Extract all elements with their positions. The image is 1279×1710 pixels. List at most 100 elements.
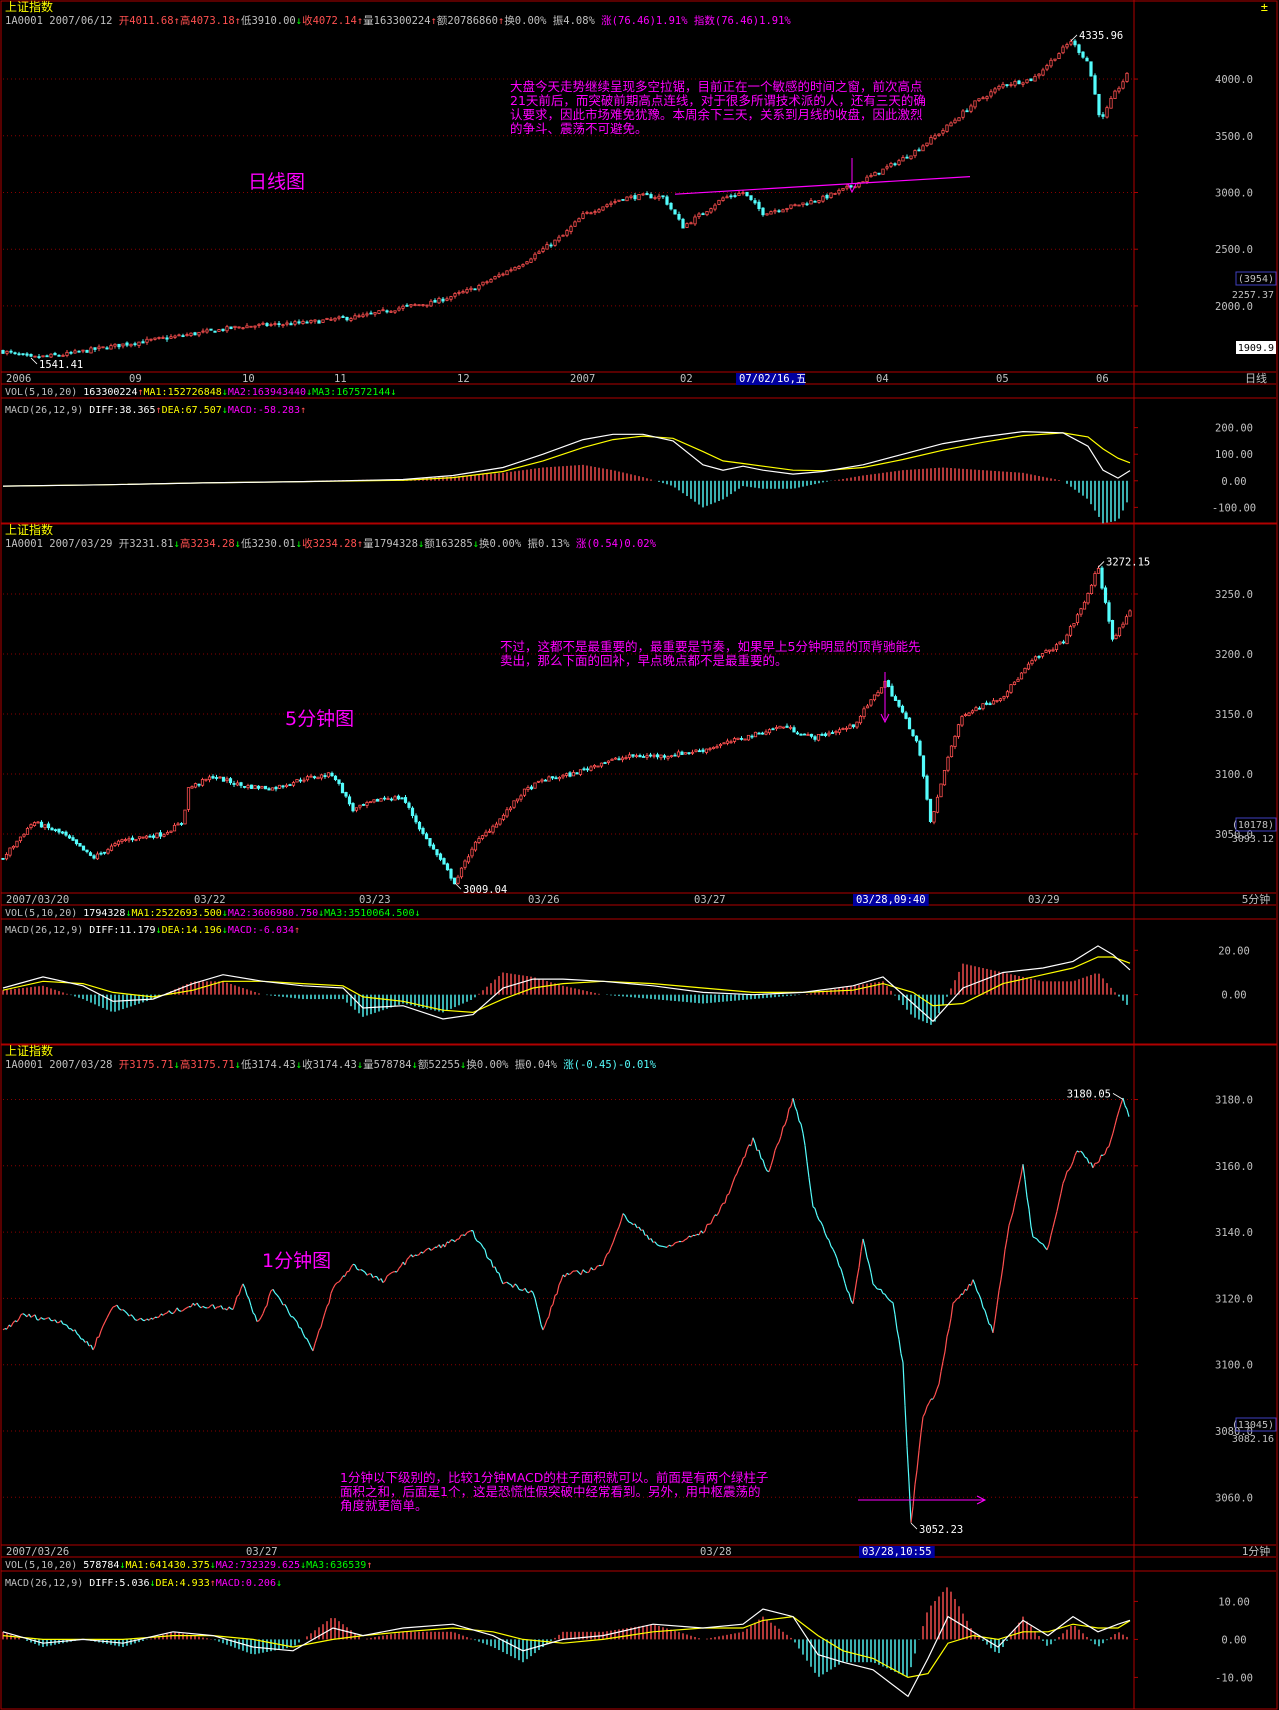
candle-body	[480, 835, 485, 839]
macd-info-field: MACD:0.206	[216, 1578, 276, 1589]
candle-body	[545, 244, 549, 250]
price-line-segment	[868, 1263, 872, 1273]
price-line-segment	[840, 1268, 844, 1277]
candle-body	[1061, 641, 1066, 644]
price-line-segment	[934, 1388, 938, 1396]
right-label-box	[1235, 1417, 1277, 1432]
price-line-segment	[950, 1303, 954, 1319]
price-line-segment	[824, 1232, 828, 1239]
y-tick-label: 3180.0	[1215, 1095, 1253, 1107]
candle-body	[129, 343, 133, 347]
volume-info-field: ↓	[222, 908, 228, 919]
candle-body	[897, 160, 901, 165]
price-line-segment	[740, 1158, 744, 1166]
candle-body	[102, 851, 107, 854]
candle-body	[1081, 51, 1085, 58]
candle-body	[661, 195, 665, 198]
candle-body	[1105, 107, 1109, 118]
candle-body	[904, 712, 908, 719]
candle-body	[489, 279, 493, 283]
candle-body	[1086, 593, 1090, 604]
price-line-segment	[912, 1484, 916, 1507]
candle-body	[498, 818, 502, 825]
y-tick-label: 3060.0	[1215, 1492, 1253, 1504]
price-line-segment	[926, 1402, 930, 1407]
candle-body	[802, 733, 807, 736]
price-line-segment	[430, 1248, 434, 1251]
candle-body	[1125, 72, 1129, 82]
quote-field: 换0.00%	[479, 537, 522, 550]
candle-body	[575, 772, 579, 775]
candle-body	[113, 843, 117, 846]
candle-body	[453, 293, 457, 297]
candle-body	[50, 827, 54, 831]
candle-body	[109, 345, 113, 350]
candle-body	[705, 211, 709, 216]
candle-body	[293, 321, 297, 325]
candle-body	[799, 733, 803, 736]
x-tick-label: 06	[1096, 373, 1109, 385]
candle-body	[821, 195, 825, 202]
y-tick-label: 3000.0	[1215, 187, 1253, 199]
quote-field: 1A0001 2007/03/29	[5, 538, 119, 550]
candle-body	[53, 829, 58, 832]
candle-body	[77, 350, 81, 353]
price-line-segment	[918, 1432, 922, 1451]
price-line-segment	[356, 1268, 360, 1271]
candle-body	[369, 312, 373, 315]
price-line-segment	[684, 1238, 688, 1241]
annotation-text: 的争斗、震荡不可避免。	[510, 121, 648, 136]
candle-body	[81, 845, 86, 851]
price-line-segment	[988, 1323, 992, 1326]
x-tick-label: 03/28	[700, 1546, 732, 1558]
candle-body	[403, 797, 408, 803]
candle-body	[473, 288, 477, 291]
price-line-segment	[816, 1215, 820, 1221]
price-line-segment	[1018, 1175, 1022, 1185]
candle-body	[61, 355, 65, 357]
price-line-segment	[472, 1230, 476, 1238]
volume-info-field: MA3:167572144	[312, 387, 390, 398]
price-line-segment	[400, 1261, 404, 1267]
price-line-segment	[54, 1319, 58, 1323]
candle-body	[753, 731, 758, 738]
candle-body	[297, 321, 301, 324]
price-line-segment	[16, 1318, 20, 1323]
candle-body	[969, 105, 973, 112]
volume-info-field: 163300224	[83, 387, 137, 398]
candle-body	[1037, 656, 1041, 658]
price-line-segment	[276, 1294, 280, 1298]
price-line-segment	[724, 1195, 728, 1204]
candle-body	[757, 732, 761, 735]
price-line-segment	[60, 1320, 64, 1325]
macd-tick-label: 0.00	[1221, 476, 1246, 488]
price-line-segment	[130, 1314, 134, 1317]
candle-body	[645, 193, 649, 196]
price-line-segment	[882, 1293, 886, 1295]
price-line-segment	[116, 1304, 120, 1309]
macd-info: MACD(26,12,9) DIFF:11.179↓DEA:14.196↓MAC…	[5, 925, 300, 936]
price-line-segment	[250, 1305, 254, 1313]
price-line-segment	[354, 1264, 358, 1270]
quote-field: 低3174.43	[241, 1058, 296, 1071]
candle-body	[305, 321, 309, 324]
price-line-segment	[612, 1236, 616, 1243]
candle-body	[669, 755, 674, 758]
candle-body	[939, 783, 943, 798]
macd-info-field: DIFF:38.365	[89, 405, 155, 416]
price-line-segment	[28, 1313, 32, 1318]
price-line-segment	[226, 1306, 230, 1311]
candle-body	[1089, 61, 1093, 77]
price-line-segment	[176, 1307, 180, 1311]
lock-icon[interactable]: ±	[1261, 0, 1268, 14]
price-line-segment	[348, 1266, 352, 1272]
price-line-segment	[870, 1272, 874, 1285]
price-line-segment	[1026, 1197, 1030, 1210]
candle-body	[497, 274, 501, 277]
candle-body	[631, 754, 635, 757]
right-axis-label: 3093.12	[1232, 834, 1274, 845]
candle-body	[641, 756, 646, 758]
candle-body	[711, 746, 716, 749]
price-line-segment	[316, 1330, 320, 1338]
